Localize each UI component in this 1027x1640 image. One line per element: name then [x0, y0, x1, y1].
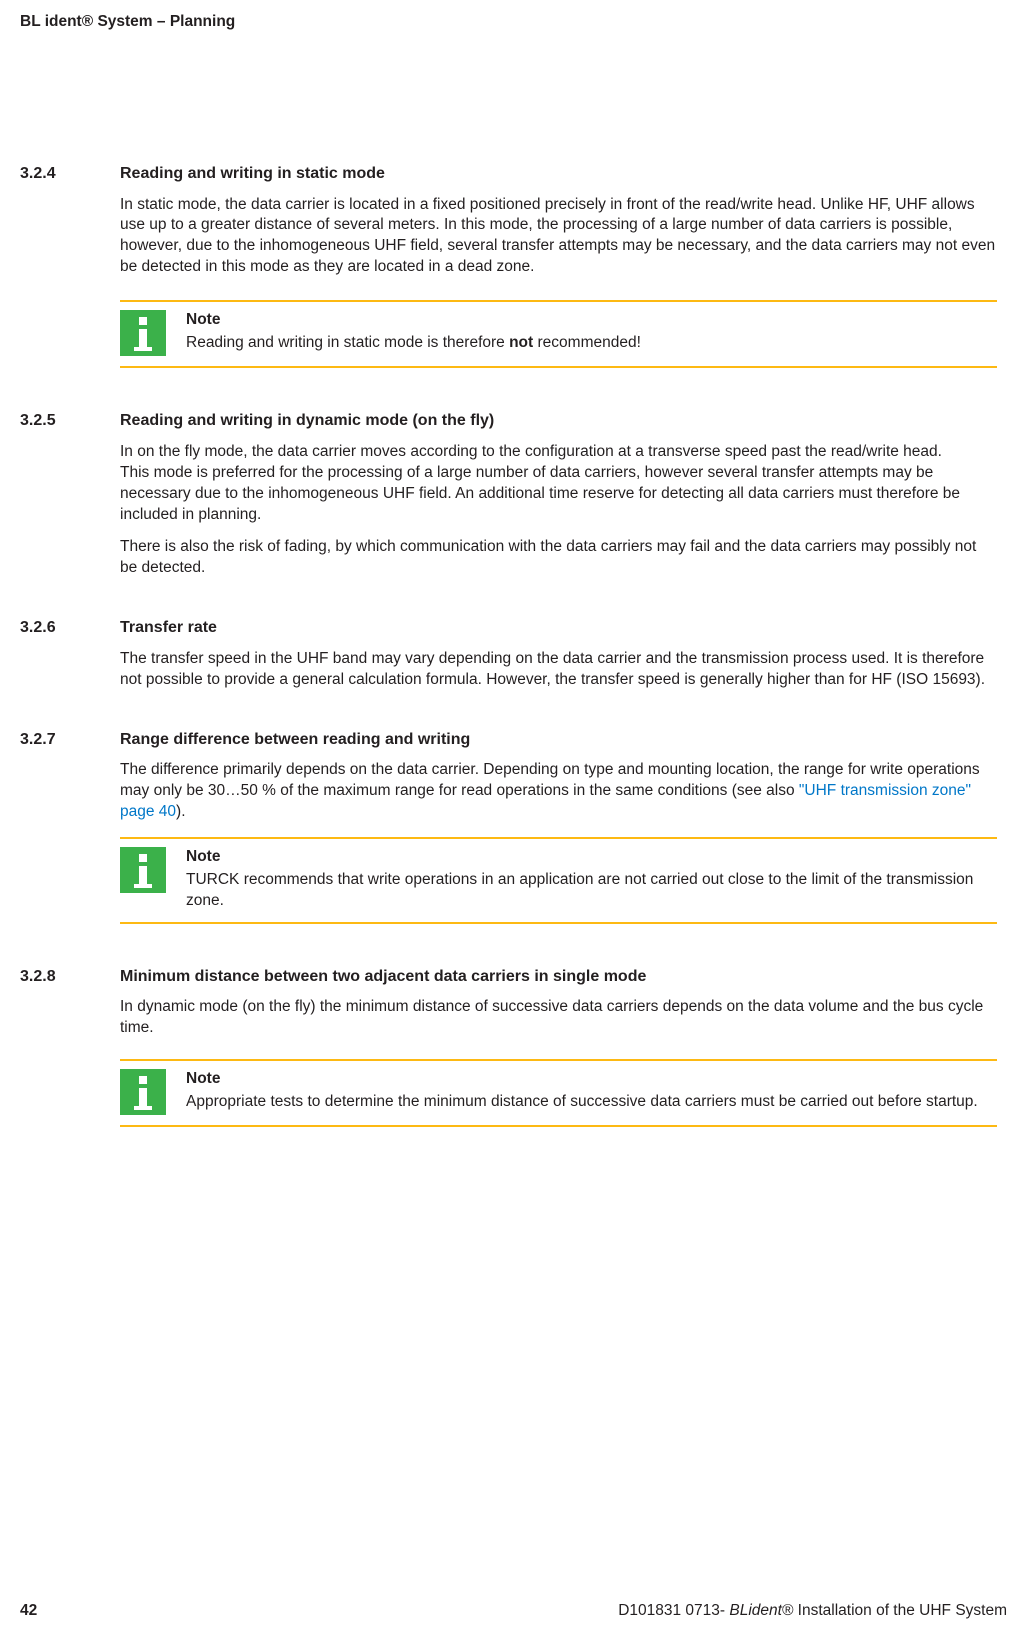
- note-label: Note: [186, 310, 641, 331]
- section-3-2-8: 3.2.8 Minimum distance between two adjac…: [20, 966, 1007, 1127]
- section-title: Minimum distance between two adjacent da…: [120, 966, 646, 988]
- note-box: Note TURCK recommends that write operati…: [120, 837, 1007, 924]
- section-title: Range difference between reading and wri…: [120, 729, 470, 751]
- section-3-2-4: 3.2.4 Reading and writing in static mode…: [20, 163, 1007, 368]
- section-number: 3.2.6: [20, 617, 120, 639]
- note-text: Reading and writing in static mode is th…: [186, 333, 641, 354]
- section-title: Transfer rate: [120, 617, 217, 639]
- info-icon: [120, 847, 166, 893]
- page-footer: 42 D101831 0713- BLident® Installation o…: [20, 1601, 1007, 1622]
- note-box: Note Reading and writing in static mode …: [120, 300, 1007, 368]
- section-3-2-6: 3.2.6 Transfer rate The transfer speed i…: [20, 617, 1007, 690]
- paragraph: The transfer speed in the UHF band may v…: [120, 649, 997, 691]
- note-box: Note Appropriate tests to determine the …: [120, 1059, 1007, 1127]
- section-number: 3.2.7: [20, 729, 120, 751]
- paragraph: There is also the risk of fading, by whi…: [120, 537, 997, 579]
- paragraph: In static mode, the data carrier is loca…: [120, 195, 997, 279]
- section-number: 3.2.4: [20, 163, 120, 185]
- section-number: 3.2.8: [20, 966, 120, 988]
- info-icon: [120, 310, 166, 356]
- document-id: D101831 0713- BLident® Installation of t…: [618, 1601, 1007, 1622]
- note-label: Note: [186, 1069, 978, 1090]
- note-text: Appropriate tests to determine the minim…: [186, 1092, 978, 1113]
- paragraph: In dynamic mode (on the fly) the minimum…: [120, 997, 997, 1039]
- section-title: Reading and writing in dynamic mode (on …: [120, 410, 494, 432]
- page-header: BL ident® System – Planning: [20, 12, 1007, 33]
- section-number: 3.2.5: [20, 410, 120, 432]
- section-title: Reading and writing in static mode: [120, 163, 385, 185]
- page-number: 42: [20, 1601, 37, 1622]
- section-3-2-7: 3.2.7 Range difference between reading a…: [20, 729, 1007, 924]
- note-label: Note: [186, 847, 997, 868]
- info-icon: [120, 1069, 166, 1115]
- paragraph: In on the fly mode, the data carrier mov…: [120, 442, 997, 526]
- section-3-2-5: 3.2.5 Reading and writing in dynamic mod…: [20, 410, 1007, 579]
- paragraph: The difference primarily depends on the …: [120, 760, 997, 823]
- note-text: TURCK recommends that write operations i…: [186, 870, 997, 912]
